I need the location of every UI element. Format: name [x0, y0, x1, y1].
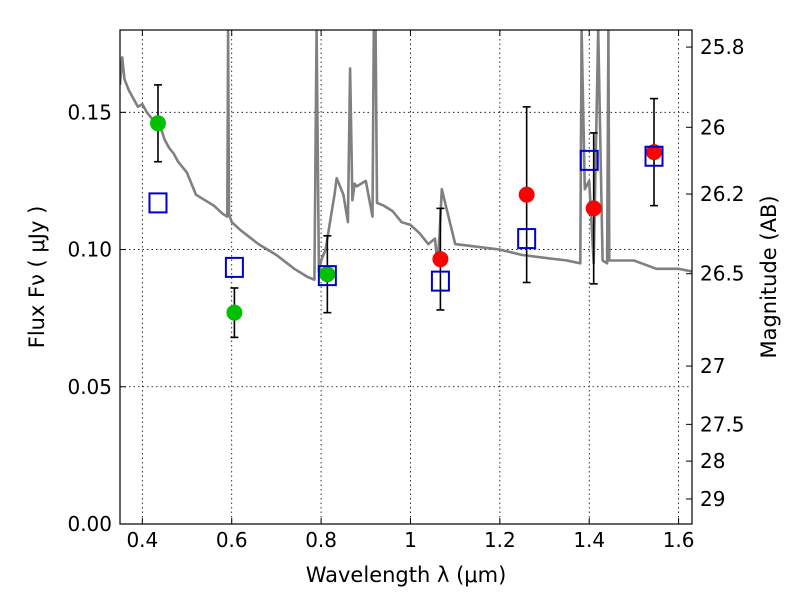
data-point: [149, 115, 166, 132]
data-point: [226, 304, 243, 321]
model-point-square: [517, 228, 537, 250]
y-tick-label: 0.00: [67, 512, 112, 536]
right-tick-label: 29: [700, 487, 725, 511]
model-point-square: [224, 256, 244, 278]
plot-frame: [119, 29, 693, 525]
y-axis-label: Flux Fν ( μJy ): [25, 206, 49, 349]
x-axis-label: Wavelength λ (μm): [306, 563, 507, 587]
y-tick-label: 0.10: [67, 238, 112, 262]
x-tick-label: 0.6: [216, 528, 248, 552]
photometry-points: [148, 84, 664, 339]
model-spectrum-line: [120, 30, 692, 281]
right-tick-label: 26.2: [700, 182, 745, 206]
x-tick-label: 1.6: [663, 528, 695, 552]
right-axis-label: Magnitude (AB): [757, 195, 781, 358]
model-point-square: [579, 149, 599, 171]
right-tick-label: 26.5: [700, 262, 745, 286]
grid-lines: [120, 30, 692, 525]
right-tick-label: 28: [700, 449, 725, 473]
data-point: [432, 251, 449, 268]
x-tick-label: 1.2: [484, 528, 516, 552]
model-spectrum: [120, 30, 692, 281]
x-tick-label: 0.4: [126, 528, 158, 552]
right-tick-label: 27.5: [700, 412, 745, 436]
data-point: [585, 200, 602, 217]
y-tick-label: 0.05: [67, 375, 112, 399]
right-tick-label: 25.8: [700, 35, 745, 59]
model-point-square: [317, 265, 337, 287]
model-point-square: [148, 192, 168, 214]
right-tick-label: 26: [700, 115, 725, 139]
data-point: [518, 186, 535, 203]
x-tick-label: 1: [404, 528, 417, 552]
model-point-square: [430, 270, 450, 292]
axis-ticks: 0.4 0.6 0.8 1 1.2 1.4 1.6 0.00 0.05 0.10 0.15 25.8 2…: [67, 30, 745, 552]
data-point: [646, 144, 663, 161]
x-tick-label: 1.4: [573, 528, 605, 552]
y-tick-label: 0.15: [67, 100, 112, 124]
data-point: [319, 266, 336, 283]
model-point-square: [644, 145, 664, 167]
right-tick-label: 27: [700, 354, 725, 378]
x-tick-label: 0.8: [305, 528, 337, 552]
